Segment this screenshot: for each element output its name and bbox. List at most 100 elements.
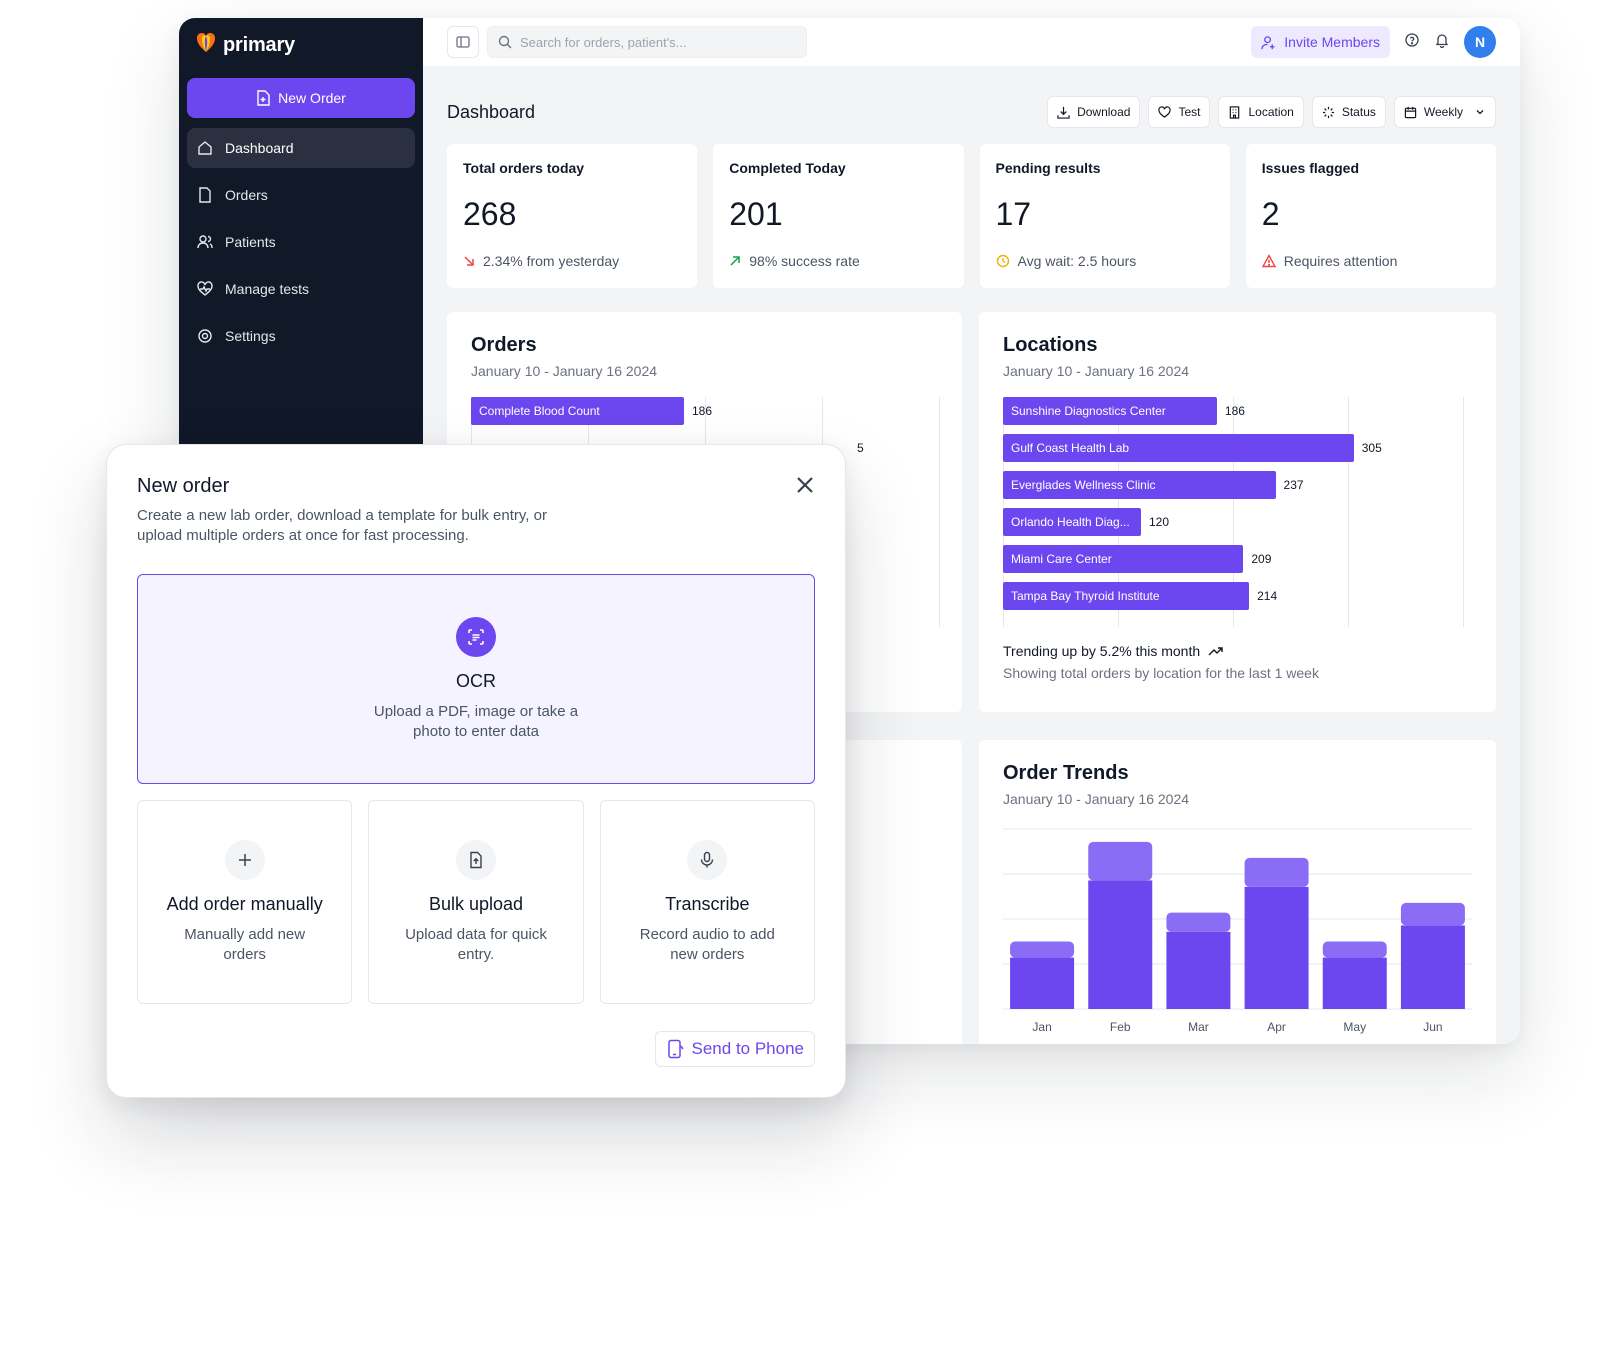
- x-tick-label: Feb: [1110, 1020, 1131, 1034]
- new-order-button[interactable]: New Order: [187, 78, 415, 118]
- arrow-down-right-icon: [464, 256, 474, 266]
- bar-value-partial: 5: [857, 441, 864, 455]
- stat-value: 201: [729, 196, 783, 232]
- microphone-icon: [687, 839, 728, 880]
- transcribe-card[interactable]: Transcribe Record audio to add new order…: [599, 800, 815, 1004]
- panel-title: Orders: [471, 334, 537, 356]
- search-input[interactable]: Search for orders, patient's...: [487, 26, 807, 58]
- heart-pulse-icon: [197, 281, 213, 296]
- sidebar-item-manage-tests[interactable]: Manage tests: [187, 269, 415, 309]
- trend-bar-segment[interactable]: [1088, 841, 1153, 881]
- trend-bar-segment[interactable]: [1400, 925, 1465, 1009]
- sidebar-item-dashboard[interactable]: Dashboard: [187, 128, 415, 168]
- option-description: Upload data for quick entry.: [405, 925, 547, 963]
- home-icon: [198, 141, 212, 155]
- scan-text-icon: [456, 616, 496, 657]
- search-icon: [498, 35, 512, 49]
- ocr-description: Upload a PDF, image or take a photo to e…: [373, 702, 579, 740]
- gridline: [1233, 397, 1234, 627]
- bar-label: Complete Blood Count: [479, 404, 600, 418]
- panel-title: Locations: [1003, 334, 1098, 356]
- bar-row: Miami Care Center 209: [1003, 545, 1472, 573]
- bar[interactable]: Orlando Health Diag...: [1003, 508, 1141, 536]
- bar[interactable]: Tampa Bay Thyroid Institute: [1003, 582, 1250, 610]
- bar[interactable]: Complete Blood Count: [471, 397, 684, 425]
- send-to-phone-button[interactable]: Send to Phone: [654, 1031, 815, 1067]
- panel-subtitle: January 10 - January 16 2024: [471, 363, 658, 379]
- arrow-up-right-icon: [730, 256, 740, 266]
- phone-icon: [667, 1039, 683, 1059]
- bar-label: Everglades Wellness Clinic: [1011, 478, 1156, 492]
- trend-bar-segment[interactable]: [1010, 957, 1075, 1009]
- invite-members-button[interactable]: Invite Members: [1251, 26, 1390, 58]
- topbar-actions: Invite Members N: [1251, 26, 1496, 58]
- loader-icon: [1322, 106, 1334, 118]
- trend-bar-segment[interactable]: [1400, 902, 1465, 926]
- trend-bar-segment[interactable]: [1010, 941, 1075, 958]
- sidebar-item-settings[interactable]: Settings: [187, 316, 415, 356]
- brand-name: primary: [223, 33, 295, 56]
- sidebar-item-patients[interactable]: Patients: [187, 222, 415, 262]
- bulk-upload-card[interactable]: Bulk upload Upload data for quick entry.: [368, 800, 584, 1004]
- bar-label: Orlando Health Diag...: [1011, 515, 1130, 529]
- stat-value: 17: [995, 196, 1032, 232]
- bar-row: Complete Blood Count 186: [471, 397, 938, 425]
- calendar-icon: [1404, 106, 1417, 118]
- bar-row: Orlando Health Diag... 120: [1003, 508, 1472, 536]
- download-button[interactable]: Download: [1047, 96, 1141, 128]
- option-title: Transcribe: [665, 893, 750, 914]
- toggle-sidebar-button[interactable]: [447, 26, 479, 58]
- ocr-option-card[interactable]: OCR Upload a PDF, image or take a photo …: [137, 574, 815, 784]
- bar-row: 5: [471, 434, 938, 462]
- test-filter-button[interactable]: Test: [1148, 96, 1211, 128]
- warning-icon: [1261, 254, 1276, 268]
- stat-sub: Avg wait: 2.5 hours: [996, 253, 1214, 269]
- brand[interactable]: primary: [187, 30, 415, 60]
- filter-label: Download: [1077, 105, 1131, 119]
- users-icon: [197, 235, 213, 249]
- trend-bar-segment[interactable]: [1244, 886, 1309, 1009]
- bar[interactable]: Everglades Wellness Clinic: [1003, 471, 1276, 499]
- stat-cards: Total orders today 268 2.34% from yester…: [447, 144, 1496, 288]
- bar[interactable]: Gulf Coast Health Lab: [1003, 434, 1354, 462]
- trend-bar-segment[interactable]: [1166, 912, 1231, 932]
- stat-sub-text: Requires attention: [1283, 253, 1398, 269]
- trend-bar-segment[interactable]: [1322, 957, 1387, 1009]
- status-filter-button[interactable]: Status: [1311, 96, 1386, 128]
- help-icon[interactable]: [1404, 32, 1420, 53]
- search-placeholder: Search for orders, patient's...: [520, 34, 687, 50]
- option-description: Manually add new orders: [184, 925, 306, 963]
- bar-row: Sunshine Diagnostics Center 186: [1003, 397, 1472, 425]
- building-icon: [1230, 105, 1240, 119]
- add-order-manually-card[interactable]: Add order manually Manually add new orde…: [137, 800, 353, 1004]
- period-select[interactable]: Weekly: [1393, 96, 1496, 128]
- close-button[interactable]: [793, 473, 817, 497]
- sidebar-item-orders[interactable]: Orders: [187, 175, 415, 215]
- bar-value: 214: [1257, 589, 1278, 603]
- invite-members-label: Invite Members: [1284, 34, 1380, 50]
- bar-label: Miami Care Center: [1011, 552, 1112, 566]
- avatar[interactable]: N: [1464, 26, 1496, 58]
- download-icon: [1057, 106, 1070, 119]
- chevron-down-icon: [1476, 110, 1484, 115]
- bar[interactable]: Miami Care Center: [1003, 545, 1244, 573]
- file-plus-icon: [257, 90, 270, 106]
- trend-bar-segment[interactable]: [1166, 931, 1231, 1009]
- bell-icon[interactable]: [1434, 32, 1450, 53]
- bar-label: Tampa Bay Thyroid Institute: [1011, 589, 1160, 603]
- user-plus-icon: [1261, 35, 1275, 49]
- x-tick-label: Apr: [1267, 1020, 1286, 1034]
- page-title: Dashboard: [447, 101, 536, 122]
- trend-bar-segment[interactable]: [1322, 941, 1387, 958]
- heart-icon: [1158, 105, 1172, 118]
- location-filter-button[interactable]: Location: [1218, 96, 1304, 128]
- stat-sub-text: 98% success rate: [749, 253, 860, 269]
- sidebar-item-label: Patients: [225, 234, 276, 250]
- bar-value: 209: [1251, 552, 1272, 566]
- trend-bar-segment[interactable]: [1244, 857, 1309, 887]
- trend-bar-segment[interactable]: [1088, 880, 1153, 1009]
- stat-sub-text: 2.34% from yesterday: [483, 253, 620, 269]
- bar[interactable]: Sunshine Diagnostics Center: [1003, 397, 1217, 425]
- option-title: Bulk upload: [428, 893, 524, 914]
- gridline: [939, 397, 940, 627]
